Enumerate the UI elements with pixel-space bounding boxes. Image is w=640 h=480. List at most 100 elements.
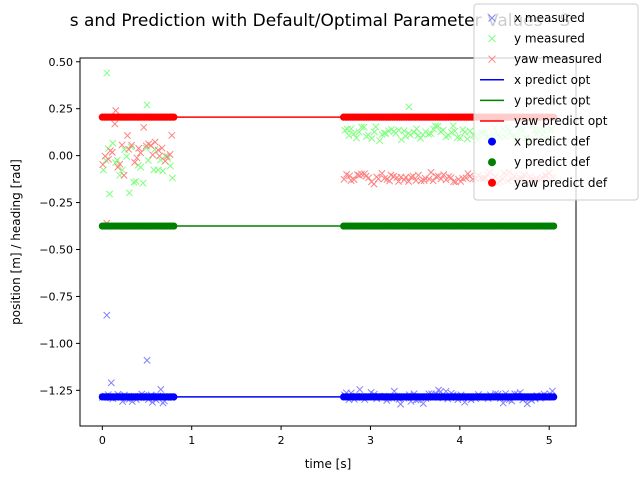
legend-marker-x-measured — [488, 14, 496, 22]
legend-marker-y-predict-def — [488, 158, 496, 167]
x-measured-point — [548, 387, 556, 395]
y-measured-point — [142, 144, 150, 152]
y-measured-point — [372, 123, 380, 131]
x-measured-point — [107, 379, 115, 387]
legend-label-y-predict-def: y predict def — [514, 155, 591, 169]
y-measured-point — [157, 156, 165, 164]
x-measured-point — [143, 356, 151, 364]
yaw-measured-point — [425, 175, 433, 183]
yaw-measured-point — [417, 177, 425, 185]
y-measured-point — [400, 127, 408, 135]
yaw-measured-point — [111, 120, 119, 128]
yaw-measured-point — [158, 144, 166, 152]
legend: x measured y measured yaw measured x predic… — [473, 3, 639, 201]
y-measured-point — [154, 166, 162, 174]
y-tick-label: −0.75 — [39, 290, 73, 303]
yaw-measured-point — [365, 174, 373, 182]
yaw-measured-point — [128, 141, 136, 149]
yaw-predict-def-point — [170, 113, 178, 121]
yaw-measured-point — [370, 180, 378, 188]
x-tick-label: 4 — [456, 434, 463, 447]
yaw-measured-point — [112, 107, 120, 115]
legend-label-yaw-measured: yaw measured — [514, 52, 602, 66]
y-measured-point — [370, 128, 378, 136]
yaw-measured-point — [457, 177, 465, 186]
y-axis-label: position [m] / heading [rad] — [9, 159, 23, 325]
yaw-measured-point — [427, 168, 435, 176]
legend-label-yaw-predict-def: yaw predict def — [514, 176, 608, 190]
y-measured-point — [159, 167, 167, 175]
yaw-measured-point — [414, 171, 422, 179]
yaw-measured-point — [104, 155, 112, 163]
y-measured-point — [123, 152, 131, 161]
yaw-measured-point — [462, 174, 470, 182]
y-measured-point — [358, 123, 366, 131]
y-measured-point — [456, 134, 464, 142]
y-measured-point — [380, 129, 388, 137]
x-tick-label: 3 — [367, 434, 374, 447]
y-measured-point — [347, 125, 355, 133]
x-measured-point — [419, 399, 427, 408]
legend-marker-yaw-measured — [488, 55, 496, 64]
y-measured-point — [345, 131, 353, 140]
y-measured-point — [406, 131, 415, 139]
yaw-measured-point — [140, 123, 148, 131]
yaw-measured-point — [346, 172, 354, 180]
x-measured-point — [157, 385, 165, 394]
y-tick-label: 0.50 — [49, 56, 74, 69]
y-tick-label: 0.00 — [49, 150, 74, 163]
yaw-measured-point — [378, 169, 386, 177]
x-measured-point — [103, 311, 111, 319]
y-measured-point — [368, 134, 376, 143]
yaw-measured-point — [420, 176, 428, 185]
yaw-measured-point — [405, 177, 413, 186]
y-measured-point — [413, 125, 421, 133]
legend-label-y-measured: y measured — [514, 32, 585, 46]
y-measured-point — [427, 130, 435, 138]
yaw-measured-point — [133, 154, 141, 162]
y-measured-point — [132, 177, 140, 185]
yaw-measured-point — [137, 149, 145, 157]
yaw-measured-point — [350, 175, 358, 184]
y-measured-point — [429, 125, 437, 133]
legend-label-y-predict-opt: y predict opt — [514, 93, 591, 107]
yaw-measured-point — [432, 173, 440, 181]
y-measured-point — [130, 178, 138, 186]
legend-box — [473, 3, 639, 201]
yaw-measured-point — [402, 173, 410, 181]
y-measured-point — [449, 122, 457, 130]
yaw-measured-point — [394, 177, 403, 186]
legend-marker-x-predict-def — [488, 137, 496, 146]
y-measured-point — [360, 123, 368, 131]
yaw-measured-point — [168, 131, 176, 139]
y-tick-label: −1.00 — [39, 337, 73, 350]
yaw-measured-point — [154, 146, 162, 154]
y-measured-point — [410, 128, 418, 136]
yaw-measured-point — [407, 173, 415, 181]
x-tick-label: 1 — [188, 434, 195, 447]
y-measured-point — [432, 122, 440, 130]
chart-title: s and Prediction with Default/Optimal Pa… — [70, 11, 571, 31]
yaw-measured-point — [340, 175, 348, 183]
y-measured-point — [113, 156, 121, 164]
yaw-measured-point — [163, 153, 171, 161]
yaw-measured-point — [125, 145, 133, 153]
legend-label-x-predict-opt: x predict opt — [514, 73, 591, 87]
yaw-measured-point — [151, 138, 159, 146]
x-predict-def-point — [550, 393, 558, 401]
yaw-measured-point — [166, 150, 174, 158]
x-measured-point — [356, 385, 364, 394]
yaw-measured-point — [155, 152, 164, 160]
y-measured-point — [168, 174, 176, 182]
yaw-measured-point — [357, 170, 365, 178]
y-predict-def-point — [170, 222, 178, 230]
x-predict-def-point — [170, 393, 178, 401]
yaw-measured-point — [99, 161, 107, 169]
yaw-measured-point — [440, 171, 448, 179]
yaw-measured-point — [123, 132, 132, 140]
yaw-measured-point — [374, 175, 382, 183]
axes: 0 1 2 3 4 5 0.50 0.25 0.00 −0.25 −0.50 −0.75 −1.00 −1… — [39, 56, 552, 447]
y-measured-point — [350, 130, 358, 138]
y-measured-point — [103, 69, 111, 77]
